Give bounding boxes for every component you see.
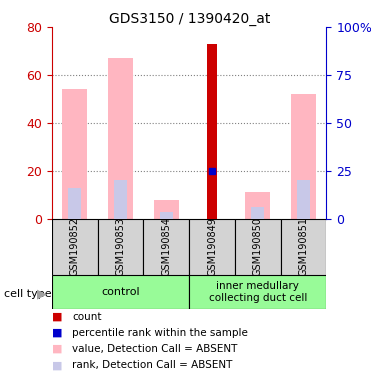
Text: inner medullary
collecting duct cell: inner medullary collecting duct cell: [209, 281, 307, 303]
Text: GSM190852: GSM190852: [70, 217, 80, 276]
Bar: [98, 219, 144, 275]
Text: ■: ■: [52, 360, 62, 370]
Bar: [245, 192, 270, 219]
Bar: [160, 212, 173, 219]
Text: GSM190850: GSM190850: [253, 217, 263, 276]
Bar: [207, 44, 217, 219]
Text: GSM190853: GSM190853: [116, 217, 125, 276]
Text: count: count: [72, 312, 102, 322]
Bar: [281, 219, 326, 275]
Bar: [62, 89, 88, 219]
Bar: [235, 219, 281, 275]
Text: GSM190849: GSM190849: [207, 217, 217, 276]
Text: ■: ■: [52, 312, 62, 322]
Text: ■: ■: [52, 344, 62, 354]
Text: cell type: cell type: [4, 289, 51, 299]
Text: value, Detection Call = ABSENT: value, Detection Call = ABSENT: [72, 344, 238, 354]
Text: GSM190851: GSM190851: [299, 217, 309, 276]
Bar: [189, 219, 235, 275]
Bar: [144, 219, 189, 275]
Text: rank, Detection Call = ABSENT: rank, Detection Call = ABSENT: [72, 360, 233, 370]
Text: GSM190854: GSM190854: [161, 217, 171, 276]
Bar: [114, 180, 127, 219]
Bar: [252, 207, 264, 219]
Bar: [154, 200, 179, 219]
Bar: [52, 219, 98, 275]
Text: percentile rank within the sample: percentile rank within the sample: [72, 328, 248, 338]
Bar: [189, 275, 326, 309]
Text: control: control: [101, 287, 140, 297]
Text: ▶: ▶: [37, 287, 47, 300]
Bar: [52, 275, 189, 309]
Bar: [108, 58, 133, 219]
Title: GDS3150 / 1390420_at: GDS3150 / 1390420_at: [109, 12, 270, 26]
Bar: [291, 94, 316, 219]
Bar: [297, 180, 310, 219]
Bar: [68, 188, 81, 219]
Text: ■: ■: [52, 328, 62, 338]
